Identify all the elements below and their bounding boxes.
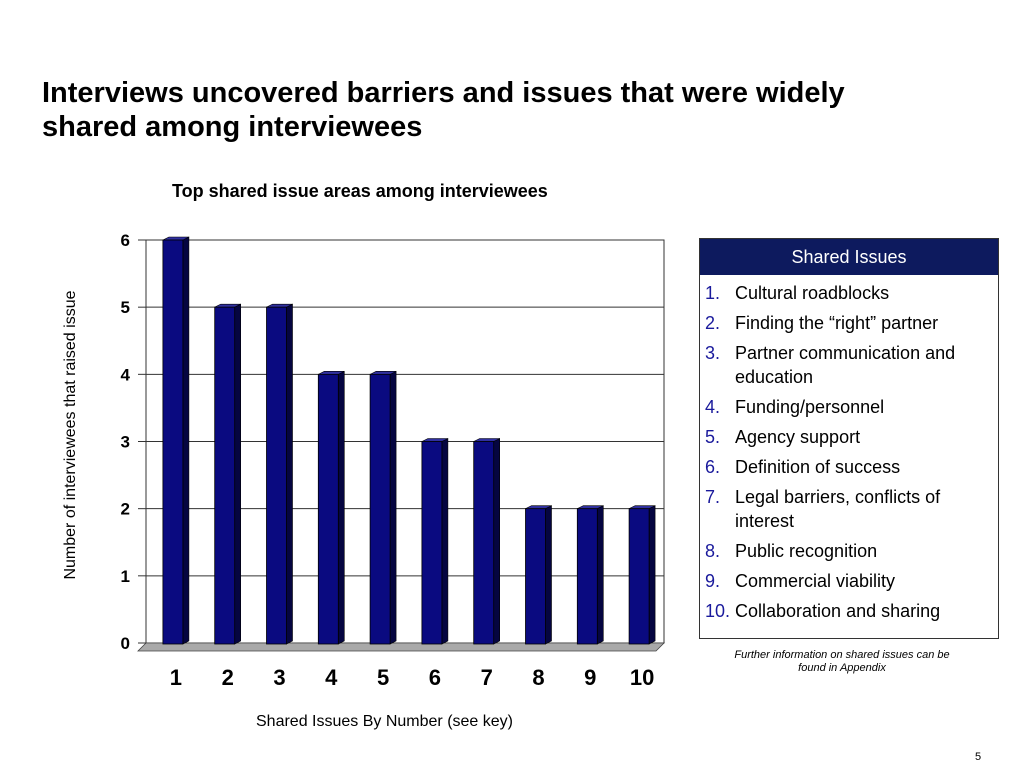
bar-side bbox=[182, 236, 190, 645]
key-item-number: 3. bbox=[705, 343, 721, 363]
x-tick-label: 3 bbox=[273, 665, 285, 690]
bar-side bbox=[493, 438, 501, 645]
bar-side bbox=[545, 505, 552, 645]
key-item: 5. Agency support bbox=[700, 425, 998, 449]
shared-issues-key: Shared Issues 1. Cultural roadblocks 2. Fin… bbox=[699, 238, 999, 639]
x-tick-label: 4 bbox=[325, 665, 338, 690]
bar bbox=[266, 306, 287, 645]
slide-title: Interviews uncovered barriers and issues… bbox=[42, 77, 845, 143]
x-tick-label: 9 bbox=[584, 665, 596, 690]
bar bbox=[369, 373, 391, 645]
key-item-text: Funding/personnel bbox=[735, 397, 885, 417]
y-tick-label: 3 bbox=[121, 433, 130, 452]
key-item-text: Legal barriers, conflicts of interest bbox=[735, 487, 941, 531]
key-item-text: Public recognition bbox=[735, 541, 878, 561]
key-item: 6. Definition of success bbox=[700, 455, 998, 479]
key-item: 2. Finding the “right” partner bbox=[700, 311, 998, 335]
key-item-number: 1. bbox=[705, 283, 721, 303]
key-item: 10. Collaboration and sharing bbox=[700, 599, 998, 623]
bar bbox=[162, 239, 184, 645]
key-item: 3. Partner communication and education bbox=[700, 341, 998, 389]
key-header: Shared Issues bbox=[700, 239, 998, 275]
bar bbox=[473, 441, 495, 645]
x-axis-label: Shared Issues By Number (see key) bbox=[256, 713, 513, 730]
key-item-number: 5. bbox=[705, 427, 721, 447]
key-item-text: Cultural roadblocks bbox=[735, 283, 890, 303]
page-number: 5 bbox=[975, 751, 982, 763]
y-tick-label: 6 bbox=[121, 231, 130, 250]
bar bbox=[317, 373, 339, 645]
chart-title: Top shared issue areas among interviewee… bbox=[172, 181, 548, 201]
key-item-text: Collaboration and sharing bbox=[735, 601, 941, 621]
key-item: 4. Funding/personnel bbox=[700, 395, 998, 419]
key-item: 1. Cultural roadblocks bbox=[700, 281, 998, 305]
bar-side bbox=[648, 505, 656, 645]
bar-side bbox=[441, 438, 449, 645]
y-axis-label: Number of interviewees that raised issue bbox=[62, 290, 79, 580]
key-item-text: Finding the “right” partner bbox=[735, 313, 939, 333]
x-tick-label: 6 bbox=[429, 665, 441, 690]
key-item-number: 6. bbox=[705, 457, 721, 477]
bar bbox=[214, 306, 236, 645]
bar bbox=[421, 441, 443, 645]
bar-side bbox=[389, 370, 397, 645]
key-item-number: 2. bbox=[705, 313, 721, 333]
key-item-number: 4. bbox=[705, 397, 721, 417]
key-item-number: 10. bbox=[705, 601, 731, 621]
key-item-text: Commercial viability bbox=[735, 571, 896, 591]
key-item-text: Agency support bbox=[735, 427, 861, 447]
key-list: 1. Cultural roadblocks 2. Finding the “righ… bbox=[700, 275, 998, 623]
bar-side bbox=[286, 303, 293, 645]
key-item-text: Definition of success bbox=[735, 457, 901, 477]
x-tick-label: 10 bbox=[630, 665, 654, 690]
y-tick-label: 0 bbox=[121, 634, 130, 653]
y-tick-label: 1 bbox=[121, 567, 130, 586]
key-item-number: 7. bbox=[705, 487, 721, 507]
key-item: 7. Legal barriers, conflicts of interest bbox=[700, 485, 998, 533]
key-item-number: 9. bbox=[705, 571, 721, 591]
y-tick-label: 5 bbox=[121, 298, 130, 317]
x-tick-label: 2 bbox=[222, 665, 234, 690]
bar bbox=[525, 508, 546, 645]
bar-side bbox=[337, 370, 345, 645]
x-tick-label: 7 bbox=[481, 665, 493, 690]
key-item-text: Partner communication and education bbox=[735, 343, 956, 387]
x-tick-label: 1 bbox=[170, 665, 182, 690]
x-tick-label: 8 bbox=[532, 665, 544, 690]
y-tick-label: 4 bbox=[121, 365, 131, 384]
bar-side bbox=[596, 505, 604, 645]
key-item: 9. Commercial viability bbox=[700, 569, 998, 593]
bar bbox=[628, 508, 650, 645]
bar-side bbox=[234, 303, 241, 645]
key-item-number: 8. bbox=[705, 541, 721, 561]
key-footnote: Further information on shared issues can… bbox=[734, 649, 950, 674]
key-item: 8. Public recognition bbox=[700, 539, 998, 563]
bar bbox=[576, 508, 598, 645]
x-tick-label: 5 bbox=[377, 665, 389, 690]
y-tick-label: 2 bbox=[121, 500, 130, 519]
